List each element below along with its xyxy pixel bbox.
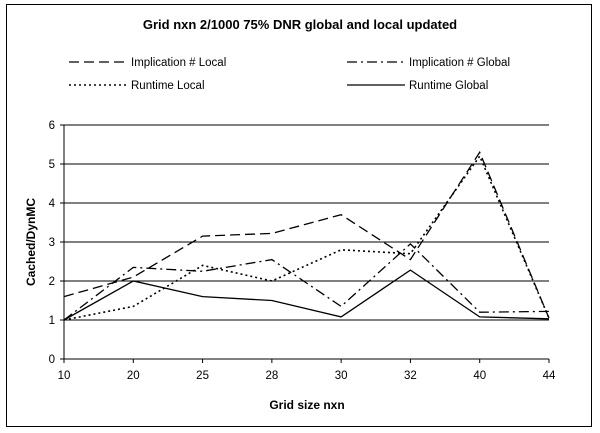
x-tick-label: 20	[127, 370, 140, 382]
x-axis-label: Grid size nxn	[269, 398, 344, 412]
y-axis-label: Cached/DynMC	[24, 198, 38, 286]
x-tick-label: 25	[196, 370, 209, 382]
chart-title: Grid nxn 2/1000 75% DNR global and local…	[143, 17, 457, 32]
x-tick-label: 32	[404, 370, 417, 382]
gridlines	[64, 124, 549, 321]
legend-label-implication-global: Implication # Global	[409, 57, 510, 69]
y-tick-label: 6	[49, 120, 55, 132]
legend-label-runtime-local: Runtime Local	[131, 80, 205, 92]
y-tick-label: 4	[49, 198, 56, 210]
legend: Implication # Local Implication # Global R…	[69, 57, 510, 92]
x-tick-label: 40	[473, 370, 486, 382]
x-tick-label: 10	[58, 370, 71, 382]
chart-frame: Grid nxn 2/1000 75% DNR global and local…	[6, 4, 592, 427]
legend-label-implication-local: Implication # Local	[131, 57, 226, 69]
series-line-runtime-global	[63, 269, 550, 321]
x-axis-ticks: 10 20 25 28 30 32 40 44	[58, 359, 556, 382]
series-line-implication-global	[63, 243, 550, 321]
x-tick-label: 30	[335, 370, 348, 382]
y-tick-label: 1	[49, 315, 55, 327]
series-group	[63, 150, 550, 321]
y-axis-ticks: 0 1 2 3 4 5 6	[49, 120, 64, 366]
chart-svg: Grid nxn 2/1000 75% DNR global and local…	[24, 17, 556, 412]
legend-label-runtime-global: Runtime Global	[409, 80, 488, 92]
series-line-runtime-local	[63, 154, 550, 321]
x-tick-label: 44	[543, 370, 556, 382]
y-tick-label: 3	[49, 237, 55, 249]
series-line-implication-local	[63, 150, 550, 319]
y-tick-label: 0	[49, 354, 55, 366]
y-tick-label: 5	[49, 159, 55, 171]
y-tick-label: 2	[49, 276, 55, 288]
x-tick-label: 28	[265, 370, 278, 382]
